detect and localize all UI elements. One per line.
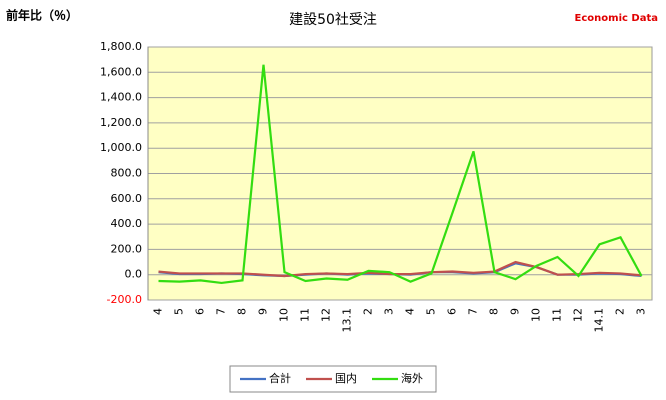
x-tick-label: 4 (404, 308, 417, 315)
series-line (158, 260, 642, 278)
x-tick-label: 4 (152, 308, 165, 315)
x-tick-label: 5 (425, 308, 438, 315)
y-tick-label: 0.0 (125, 268, 143, 281)
x-tick-label: 14.1 (593, 308, 606, 333)
x-tick-label: 6 (194, 308, 207, 315)
x-tick-label: 11 (299, 308, 312, 322)
x-tick-label: 2 (362, 308, 375, 315)
y-tick-label: 200.0 (111, 242, 143, 255)
legend-label: 合計 (269, 371, 291, 385)
x-tick-label: 9 (257, 308, 270, 315)
y-tick-label: 1,200.0 (100, 116, 142, 129)
y-tick-label: 400.0 (111, 217, 143, 230)
y-tick-label: -200.0 (107, 293, 142, 306)
y-tick-label: 800.0 (111, 167, 143, 180)
x-tick-label: 3 (383, 308, 396, 315)
x-tick-label: 9 (509, 308, 522, 315)
x-tick-label: 13.1 (341, 308, 354, 333)
x-tick-label: 10 (278, 308, 291, 322)
x-tick-label: 8 (488, 308, 501, 315)
x-tick-label: 12 (572, 308, 585, 322)
x-tick-label: 2 (614, 308, 627, 315)
x-tick-label: 3 (635, 308, 648, 315)
legend-label: 海外 (401, 371, 423, 385)
x-tick-label: 12 (320, 308, 333, 322)
x-tick-label: 6 (446, 308, 459, 315)
y-tick-label: 1,800.0 (100, 40, 142, 53)
y-tick-label: 1,400.0 (100, 91, 142, 104)
series-line (158, 64, 643, 285)
x-tick-label: 5 (173, 308, 186, 315)
chart-title: 建設50社受注 (289, 12, 377, 28)
y-tick-label: 1,000.0 (100, 141, 142, 154)
y-tick-label: 600.0 (111, 192, 143, 205)
x-tick-label: 7 (215, 308, 228, 315)
y-axis-label: 前年比（％） (6, 8, 78, 23)
x-tick-label: 8 (236, 308, 249, 315)
y-tick-label: 1,600.0 (100, 65, 142, 78)
x-tick-label: 11 (551, 308, 564, 322)
legend-label: 国内 (335, 371, 357, 385)
source-label: Economic Data (575, 13, 658, 24)
x-tick-label: 7 (467, 308, 480, 315)
x-tick-label: 10 (530, 308, 543, 322)
